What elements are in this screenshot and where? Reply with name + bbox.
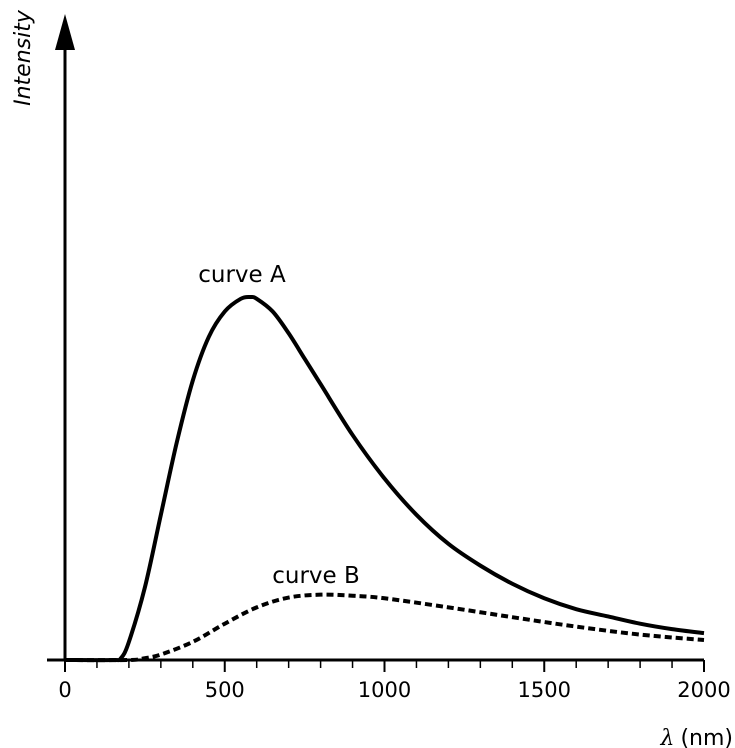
- x-tick-label: 500: [205, 678, 245, 702]
- curve-b-line: [64, 592, 705, 663]
- x-axis-label-unit: (nm): [680, 726, 733, 748]
- x-axis: 0 500 1000 1500 2000: [47, 658, 731, 702]
- labels-group: Intensity λ (nm) curve A curve B: [11, 9, 733, 748]
- x-tick-label: 1000: [358, 678, 411, 702]
- curve-a-label: curve A: [198, 262, 286, 288]
- y-axis-arrowhead: [55, 14, 75, 50]
- x-axis-label: λ (nm): [660, 726, 734, 748]
- y-axis-label: Intensity: [11, 9, 36, 106]
- x-tick-label: 1500: [518, 678, 571, 702]
- x-tick-label: 0: [58, 678, 71, 702]
- series-group: [64, 294, 705, 663]
- x-axis-label-symbol: λ: [660, 726, 675, 748]
- curve-b-label: curve B: [272, 563, 360, 589]
- curve-a-line: [64, 294, 705, 663]
- y-axis: [55, 14, 75, 660]
- x-tick-label: 2000: [677, 678, 730, 702]
